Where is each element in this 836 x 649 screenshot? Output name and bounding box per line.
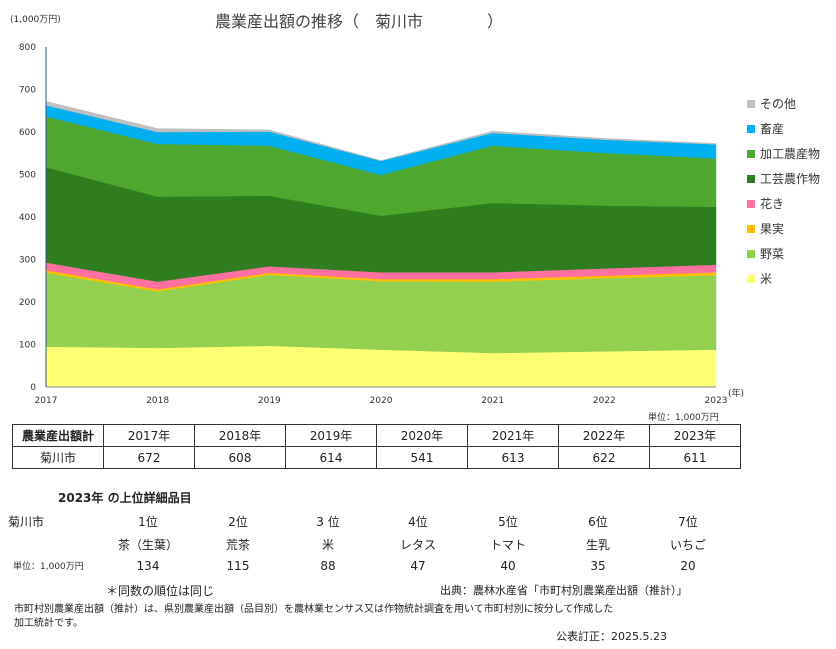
description-line-1: 市町村別農業産出額（推計）は、県別農業産出額（品目別）を農林業センサス又は作物統… <box>14 604 614 615</box>
rank-value: 40 <box>500 559 516 573</box>
rank-label: 4位 <box>408 515 428 529</box>
x-tick-label: 2018 <box>146 396 169 406</box>
chart-title: 農業産出額の推移（ 菊川市 ） <box>215 12 504 31</box>
y-tick-label: 0 <box>30 383 36 393</box>
legend-label: 野菜 <box>760 247 784 261</box>
same-rank-note: ＊同数の順位は同じ <box>106 584 215 598</box>
rank-label: 3 位 <box>316 515 340 529</box>
rank-value: 134 <box>136 559 160 573</box>
rank-label: 7位 <box>678 515 698 529</box>
chart-axes: 0 100 200 300 400 500 600 700 800 2017 2018 2019 202… <box>19 43 728 406</box>
y-tick-label: 300 <box>19 256 36 266</box>
y-tick-label: 400 <box>19 213 36 223</box>
legend-label: 米 <box>760 272 772 286</box>
legend-label: その他 <box>760 97 796 111</box>
rank-item: いちご <box>669 538 706 552</box>
legend-label: 花き <box>760 196 784 211</box>
rank-item: 米 <box>321 538 334 552</box>
rank-value: 35 <box>590 559 606 573</box>
legend-swatch <box>747 125 755 133</box>
legend-swatch <box>747 200 755 208</box>
rank-label: 5位 <box>498 515 518 529</box>
totals-year: 2023年 <box>649 424 741 447</box>
description-line-2: 加工統計です。 <box>14 618 83 629</box>
totals-head-label: 農業産出額計 <box>12 424 104 447</box>
totals-year: 2018年 <box>194 424 286 447</box>
totals-row-label: 菊川市 <box>12 446 104 469</box>
x-tick-label: 2023 <box>705 396 728 406</box>
y-tick-label: 500 <box>19 171 36 181</box>
x-axis-unit-label: (年) <box>728 389 745 399</box>
rank-value: 115 <box>226 559 250 573</box>
legend-swatch <box>747 275 755 283</box>
rank-value: 88 <box>320 559 336 573</box>
x-tick-label: 2020 <box>370 396 393 406</box>
rank-label: 6位 <box>588 515 608 529</box>
totals-value: 541 <box>376 446 468 469</box>
rank-value: 47 <box>410 559 426 573</box>
rank-label: 2位 <box>228 515 248 529</box>
rank-item: トマト <box>489 538 526 552</box>
x-tick-label: 2022 <box>593 396 616 406</box>
chart-unit-note: 単位：1,000万円 <box>648 413 719 423</box>
area-layers <box>45 101 717 388</box>
ranking-row-label: 菊川市 <box>8 515 45 529</box>
x-tick-label: 2017 <box>35 396 58 406</box>
ranking-value-row: 単位：1,000万円 134 115 88 47 40 35 20 <box>13 559 738 577</box>
legend-label: 加工農産物 <box>760 146 820 161</box>
x-tick-label: 2019 <box>258 396 281 406</box>
totals-header-row: 農業産出額計 2017年 2018年 2019年 2020年 2021年 202… <box>12 424 741 447</box>
totals-year: 2022年 <box>558 424 650 447</box>
legend-label: 工芸農作物 <box>760 172 820 186</box>
ranking-item-row: 茶（生葉） 荒茶 米 レタス トマト 生乳 いちご <box>38 536 738 554</box>
rank-item: 茶（生葉） <box>117 538 178 552</box>
legend-swatch <box>747 150 755 158</box>
legend-label: 畜産 <box>760 121 784 136</box>
ranking-unit: 単位：1,000万円 <box>13 562 84 572</box>
rank-item: 荒茶 <box>225 538 250 552</box>
totals-year: 2017年 <box>103 424 195 447</box>
totals-table: 農業産出額計 2017年 2018年 2019年 2020年 2021年 202… <box>12 424 741 469</box>
rank-item: レタス <box>399 538 436 552</box>
legend-swatch <box>747 250 755 258</box>
totals-year: 2019年 <box>285 424 377 447</box>
totals-value: 611 <box>649 446 741 469</box>
legend-swatch <box>747 225 755 233</box>
legend-swatch <box>747 100 755 108</box>
totals-value: 613 <box>467 446 559 469</box>
rank-value: 20 <box>680 559 696 573</box>
totals-value: 614 <box>285 446 377 469</box>
totals-year: 2020年 <box>376 424 468 447</box>
y-tick-label: 600 <box>19 128 36 138</box>
totals-value: 622 <box>558 446 650 469</box>
area-series-その他 <box>45 101 717 162</box>
y-tick-label: 200 <box>19 298 36 308</box>
rank-item: 生乳 <box>585 538 610 552</box>
totals-value: 608 <box>194 446 286 469</box>
area-series-米 <box>45 345 717 388</box>
x-tick-label: 2021 <box>481 396 504 406</box>
ranking-title: 2023年 の上位詳細品目 <box>58 491 192 505</box>
rank-label: 1位 <box>138 515 158 529</box>
legend-label: 果実 <box>760 221 784 236</box>
legend-swatch <box>747 175 755 183</box>
totals-value: 672 <box>103 446 195 469</box>
area-chart: 0 100 200 300 400 500 600 700 800 2017 2018 2019 202… <box>19 43 820 406</box>
ranking-rank-row: 菊川市 1位 2位 3 位 4位 5位 6位 7位 <box>8 513 738 531</box>
totals-year: 2021年 <box>467 424 559 447</box>
y-axis-unit-label: (1,000万円) <box>10 15 61 25</box>
y-tick-label: 800 <box>19 43 36 53</box>
y-tick-label: 100 <box>19 341 36 351</box>
totals-value-row: 菊川市 672 608 614 541 613 622 611 <box>12 446 741 469</box>
revision-note: 公表訂正：2025.5.23 <box>556 630 667 643</box>
y-tick-label: 700 <box>19 86 36 96</box>
source-note: 出典：農林水産省「市町村別農業産出額（推計）」 <box>440 584 688 597</box>
